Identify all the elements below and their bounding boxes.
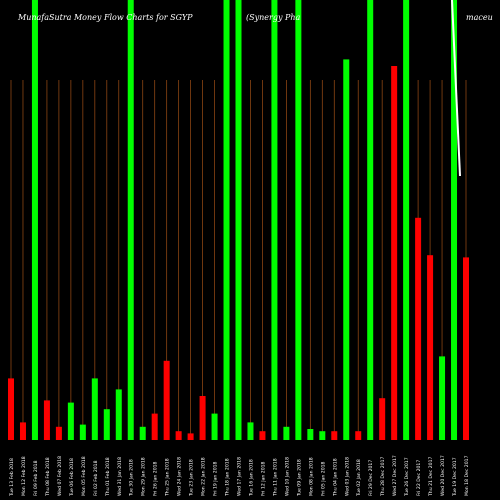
bar-up (139, 426, 146, 440)
bar-up (295, 0, 302, 440)
x-tick-label: Thu 25 Jan 2018 (165, 458, 171, 497)
bar-down (355, 431, 362, 440)
x-tick-label: Tue 23 Jan 2018 (189, 459, 195, 497)
bar-up (31, 0, 38, 440)
x-tick-label: Thu 04 Jan 2018 (332, 458, 338, 497)
bar-down (163, 360, 170, 440)
x-tick-label: Tue 16 Jan 2018 (248, 459, 254, 497)
bar-up (79, 424, 86, 440)
bar-down (427, 255, 434, 440)
x-tick-label: Fri 12 Jan 2018 (260, 461, 266, 496)
bar-down (331, 431, 338, 440)
chart-title-part-1: MunafaSutra Money Flow Charts for SGYP (17, 13, 193, 22)
bar-down (415, 217, 422, 440)
x-tick-label: Fri 05 Jan 2018 (320, 461, 326, 496)
x-tick-label: Mon 18 Dec 2017 (464, 455, 470, 496)
x-tick-label: Wed 17 Jan 2018 (237, 457, 243, 496)
bar-up (247, 422, 254, 440)
x-tick-label: Thu 21 Dec 2017 (428, 456, 434, 497)
x-tick-label: Mon 05 Feb 2018 (81, 456, 87, 496)
x-tick-label: Mon 12 Feb 2018 (21, 456, 27, 496)
bar-up (223, 0, 230, 440)
x-tick-label: Thu 08 Feb 2018 (45, 457, 51, 497)
x-tick-label: Thu 11 Jan 2018 (272, 458, 278, 497)
x-tick-label: Fri 09 Feb 2018 (33, 460, 39, 496)
money-flow-line-path (451, 0, 461, 177)
bar-up (115, 389, 122, 440)
bar-up (319, 431, 326, 440)
x-tick-label: Tue 30 Jan 2018 (129, 459, 135, 497)
bar-up (235, 0, 242, 440)
bar-up (127, 0, 134, 440)
bar-down (8, 378, 14, 440)
bar-down (187, 433, 194, 440)
x-tick-label: Mon 08 Jan 2018 (308, 457, 314, 496)
x-tick-label: Fri 02 Feb 2018 (93, 460, 99, 496)
x-tick-label: Mon 29 Jan 2018 (141, 457, 147, 496)
x-tick-label: Wed 10 Jan 2018 (284, 457, 290, 496)
chart-title-part-2: (Synergy Pha (246, 13, 301, 22)
x-tick-label: Wed 27 Dec 2017 (392, 455, 398, 496)
x-tick-label: Wed 31 Jan 2018 (117, 457, 123, 496)
x-tick-label: Thu 28 Dec 2017 (380, 456, 386, 497)
bar-up (307, 429, 314, 440)
x-tick-label: Fri 19 Jan 2018 (213, 461, 219, 496)
x-tick-label: Mon 22 Jan 2018 (201, 457, 207, 496)
bar-up (91, 378, 98, 440)
x-tick-label: Tue 26 Dec 2017 (404, 457, 410, 497)
x-tick-label: Wed 03 Jan 2018 (344, 457, 350, 496)
x-tick-label: Wed 07 Feb 2018 (57, 456, 63, 496)
x-tick-label: Tue 19 Dec 2017 (452, 457, 458, 497)
bar-down (43, 400, 50, 440)
bar-down (199, 396, 206, 440)
bar-down (391, 66, 398, 440)
bar-up (67, 402, 74, 440)
bar-down (55, 426, 62, 440)
x-tick-label: Thu 18 Jan 2018 (225, 458, 231, 497)
x-tick-label: Fri 22 Dec 2017 (416, 460, 422, 496)
bar-down (19, 422, 26, 440)
bar-up (103, 409, 110, 440)
x-tick-label: Thu 01 Feb 2018 (105, 457, 111, 497)
bar-down (175, 431, 182, 440)
bar-up (451, 0, 458, 440)
bar-up (439, 356, 446, 440)
x-tick-label: Wed 20 Dec 2017 (440, 455, 446, 496)
bar-down (259, 431, 266, 440)
x-tick-label: Tue 13 Feb 2018 (9, 458, 15, 497)
x-tick-labels: Tue 13 Feb 2018 Mon 12 Feb 2018 Fri 09 Feb… (9, 455, 470, 497)
money-flow-line (451, 0, 461, 177)
bar-up (271, 0, 278, 440)
x-tick-label: Tue 06 Feb 2018 (69, 458, 75, 497)
bar-down (463, 257, 469, 440)
x-tick-label: Fri 26 Jan 2018 (153, 461, 159, 496)
x-tick-label: Wed 24 Jan 2018 (177, 457, 183, 496)
x-tick-label: Fri 29 Dec 2017 (368, 460, 374, 496)
bar-up (283, 426, 290, 440)
bar-up (403, 0, 410, 440)
x-tick-label: Tue 02 Jan 2018 (356, 459, 362, 497)
x-tick-label: Tue 09 Jan 2018 (296, 459, 302, 497)
chart-title-part-3: maceu (466, 13, 493, 22)
bar-series (8, 0, 469, 441)
bar-down (379, 398, 386, 440)
bar-up (343, 59, 350, 441)
bar-down (151, 413, 158, 440)
bar-up (211, 413, 218, 440)
bar-up (367, 0, 374, 440)
